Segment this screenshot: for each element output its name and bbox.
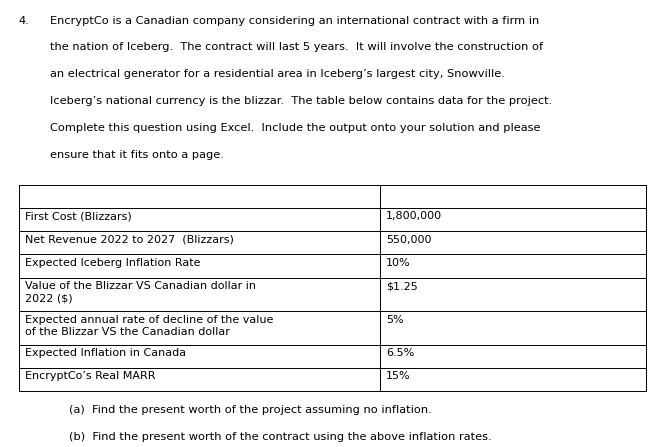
Text: 10%: 10% [386,258,411,268]
Text: 15%: 15% [386,371,411,381]
Text: First Cost (Blizzars): First Cost (Blizzars) [25,211,132,221]
Text: (b)  Find the present worth of the contract using the above inflation rates.: (b) Find the present worth of the contra… [69,432,492,442]
Text: 1,800,000: 1,800,000 [386,211,442,221]
Text: Expected Iceberg Inflation Rate: Expected Iceberg Inflation Rate [25,258,201,268]
Text: 4.: 4. [19,16,29,25]
Text: ensure that it fits onto a page.: ensure that it fits onto a page. [50,150,223,160]
Text: Net Revenue 2022 to 2027  (Blizzars): Net Revenue 2022 to 2027 (Blizzars) [25,235,234,245]
Text: (a)  Find the present worth of the project assuming no inflation.: (a) Find the present worth of the projec… [69,405,432,414]
Text: the nation of Iceberg.  The contract will last 5 years.  It will involve the con: the nation of Iceberg. The contract will… [50,42,543,52]
Text: Complete this question using Excel.  Include the output onto your solution and p: Complete this question using Excel. Incl… [50,123,540,133]
Text: 6.5%: 6.5% [386,348,414,358]
Text: EncryptCo is a Canadian company considering an international contract with a fir: EncryptCo is a Canadian company consider… [50,16,539,25]
Text: Value of the Blizzar VS Canadian dollar in
2022 ($): Value of the Blizzar VS Canadian dollar … [25,281,256,304]
Text: $1.25: $1.25 [386,281,418,291]
Text: 5%: 5% [386,315,404,325]
Text: Expected Inflation in Canada: Expected Inflation in Canada [25,348,186,358]
Text: Expected annual rate of decline of the value
of the Blizzar VS the Canadian doll: Expected annual rate of decline of the v… [25,315,274,337]
Text: an electrical generator for a residential area in Iceberg’s largest city, Snowvi: an electrical generator for a residentia… [50,69,504,79]
Text: EncryptCo’s Real MARR: EncryptCo’s Real MARR [25,371,155,381]
Text: Iceberg’s national currency is the blizzar.  The table below contains data for t: Iceberg’s national currency is the blizz… [50,96,552,106]
Text: 550,000: 550,000 [386,235,432,245]
